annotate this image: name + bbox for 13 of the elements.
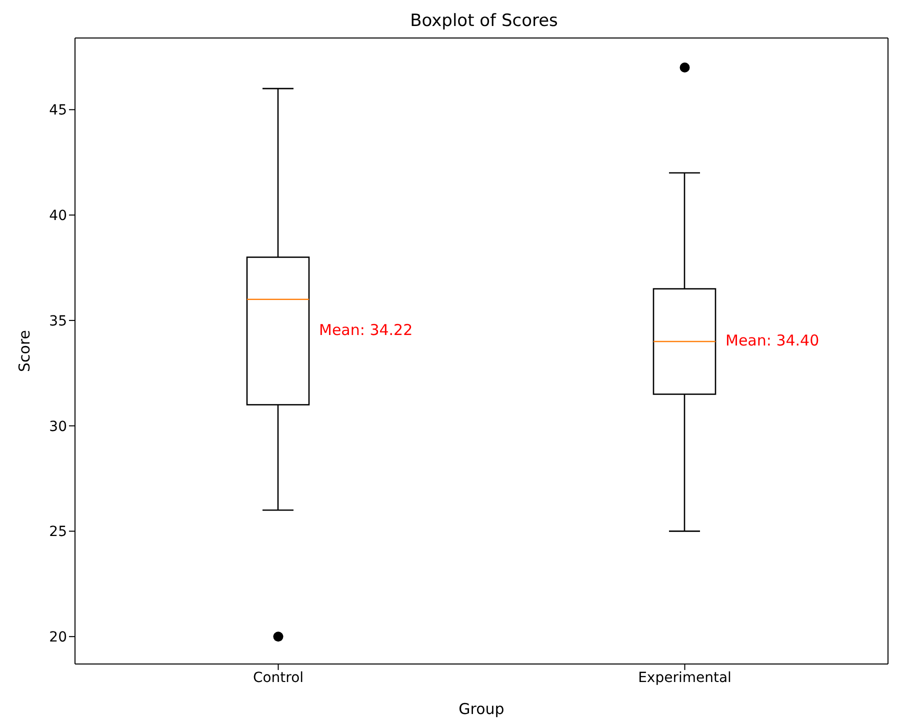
- x-tick-label: Experimental: [638, 670, 732, 686]
- annotation: Mean: 34.40: [726, 332, 820, 350]
- y-axis-title: Score: [15, 330, 34, 372]
- y-tick-label: 20: [49, 630, 67, 646]
- y-tick-label: 45: [49, 102, 67, 119]
- y-tick-label: 40: [49, 208, 67, 224]
- y-tick-label: 30: [49, 418, 67, 435]
- annotation: Mean: 34.22: [319, 321, 413, 340]
- y-tick-label: 25: [49, 524, 67, 540]
- chart-title: Boxplot of Scores: [409, 10, 559, 33]
- x-tick-label: Control: [252, 670, 304, 686]
- y-tick-label: 35: [49, 313, 67, 330]
- x-axis-title: Group: [458, 700, 504, 718]
